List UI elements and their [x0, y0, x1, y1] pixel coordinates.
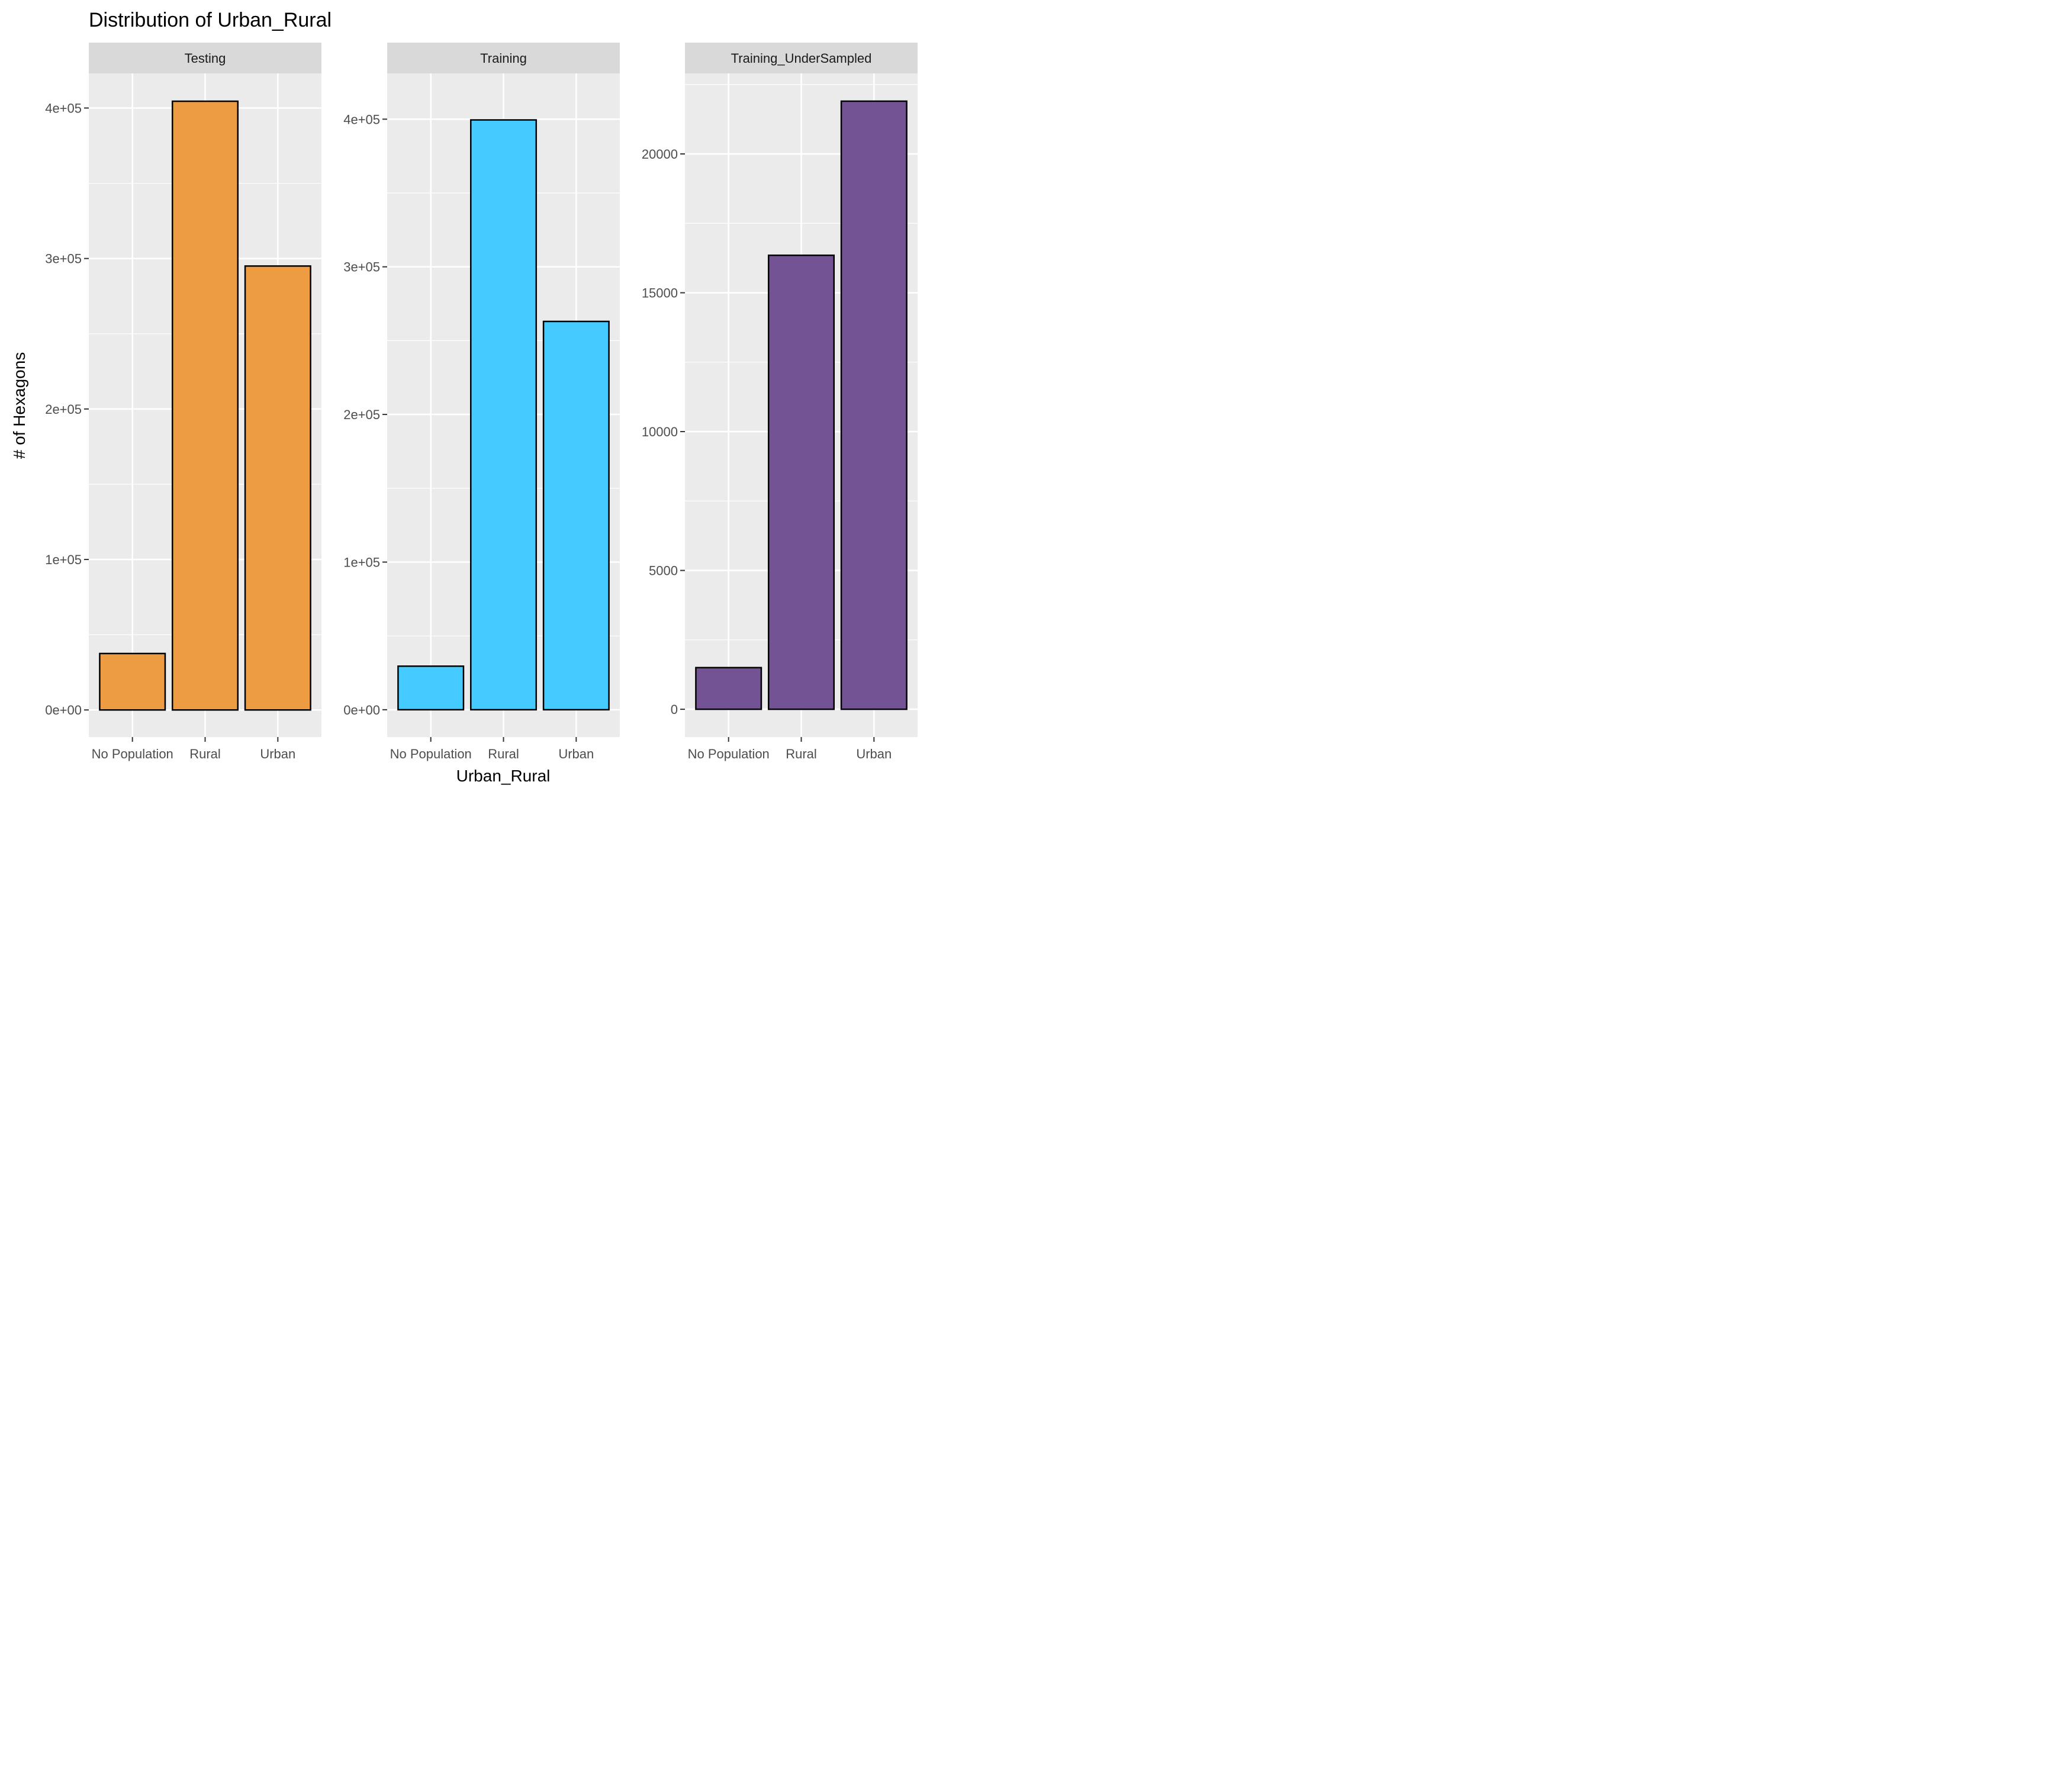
bar-urban: [244, 265, 311, 711]
bar-urban: [542, 320, 610, 711]
bar-no-population: [397, 665, 465, 711]
x-tick-label: No Population: [688, 747, 770, 761]
y-tick-label: 1e+05: [343, 555, 380, 570]
panel-training: Training 0e+00 1e+05 2e+05 3e+05 4e+05 No Popu…: [343, 43, 620, 761]
y-tick-label: 2e+05: [45, 402, 82, 417]
panel-training-undersampled: Training_UnderSampled 0 5000 10000 15000 2000…: [642, 43, 918, 761]
facet-strip-label: Training_UnderSampled: [731, 51, 872, 66]
x-tick-label: Urban: [558, 747, 594, 761]
y-tick-label: 4e+05: [45, 101, 82, 115]
bar-no-population: [695, 667, 762, 710]
x-tick-label: Rural: [786, 747, 817, 761]
facet-strip: [89, 43, 321, 73]
x-tick-label: Urban: [260, 747, 295, 761]
facet-strip-label: Testing: [185, 51, 226, 66]
x-tick-label: No Population: [390, 747, 472, 761]
x-tick-label: Urban: [856, 747, 892, 761]
bar-rural: [171, 100, 239, 711]
chart-root: Distribution of Urban_Rural Urban_Rural …: [0, 0, 920, 789]
y-tick-label: 2e+05: [343, 407, 380, 422]
x-axis-title: Urban_Rural: [456, 767, 551, 785]
y-tick-label: 0: [671, 702, 678, 717]
y-axis-title: # of Hexagons: [10, 352, 28, 459]
panel-testing: Testing 0e+00 1e+05 2e+05 3e+05 4e+05 No Popul…: [45, 43, 321, 761]
y-tick-label: 3e+05: [45, 252, 82, 266]
y-tick-label: 1e+05: [45, 552, 82, 567]
y-tick-label: 3e+05: [343, 260, 380, 275]
y-tick-label: 5000: [649, 564, 678, 578]
y-tick-label: 15000: [642, 286, 678, 301]
x-tick-label: Rural: [488, 747, 519, 761]
bar-rural: [469, 119, 538, 711]
bar-rural: [767, 254, 835, 710]
x-tick-label: Rural: [189, 747, 221, 761]
y-tick-label: 4e+05: [343, 112, 380, 127]
faceted-bar-chart: Distribution of Urban_Rural Urban_Rural …: [0, 0, 920, 789]
chart-title: Distribution of Urban_Rural: [89, 9, 332, 31]
y-tick-label: 0e+00: [45, 703, 82, 718]
bar-no-population: [99, 652, 166, 711]
facet-strip: [685, 43, 918, 73]
y-tick-label: 20000: [642, 147, 678, 162]
facet-strip-label: Training: [480, 51, 527, 66]
y-tick-label: 0e+00: [343, 703, 380, 718]
x-tick-label: No Population: [92, 747, 173, 761]
bar-urban: [840, 100, 908, 710]
y-tick-label: 10000: [642, 424, 678, 439]
facet-panels: Testing 0e+00 1e+05 2e+05 3e+05 4e+05 No Popul…: [45, 43, 918, 761]
facet-strip: [387, 43, 620, 73]
